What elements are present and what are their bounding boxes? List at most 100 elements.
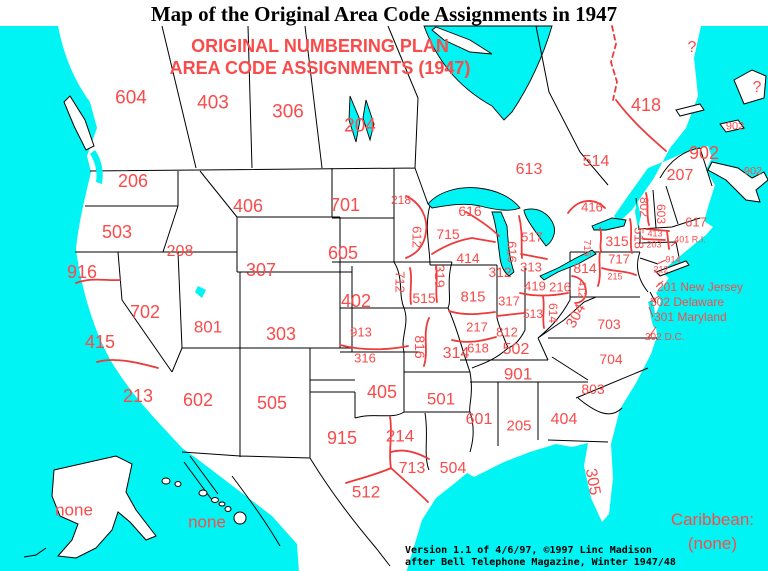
version-credit-line1: Version 1.1 of 4/6/97, ©1997 Linc Madiso… [405, 545, 652, 556]
area-code-label-517: 517 [521, 229, 543, 245]
hawa3ii-islands [161, 477, 247, 525]
area-code-label-616: 616 [458, 203, 482, 219]
area-code-label-317: 317 [498, 293, 520, 309]
great-salt-lake [195, 286, 206, 298]
gulf-of-california [216, 480, 240, 518]
area-code-label-416: 416 [581, 199, 603, 215]
atlantic-gulf-ocean [406, 26, 768, 571]
area-code-label-717: 717 [608, 251, 630, 267]
area-code-label-306: 306 [272, 101, 304, 123]
area-code-label-305: 305 [581, 467, 604, 497]
area-code-label-613: 613 [515, 161, 543, 178]
area-code-label-412: 412 [575, 279, 588, 299]
area-code-label-703: 703 [597, 316, 621, 332]
hudson-bay-island [431, 26, 493, 55]
area-code-label-415: 415 [84, 332, 116, 352]
area-code-label-214: 214 [385, 426, 415, 446]
newfoundland-island [733, 69, 767, 105]
area-code-label-502: 502 [502, 341, 530, 358]
area-code-label-413: 413 [647, 228, 663, 239]
area-code-label-914: 914 [665, 254, 681, 265]
area-code-label-604: 604 [115, 87, 147, 109]
area-code-label-403: 403 [197, 92, 229, 114]
callout-label-202: 202 D.C. [645, 332, 685, 343]
chesapeake-bay [648, 300, 658, 328]
area-code-label-206: 206 [117, 171, 149, 191]
area-code-label-404: 404 [550, 411, 578, 428]
area-code-label-307: 307 [245, 260, 277, 280]
area-code-label-312: 312 [488, 264, 512, 280]
vancouver-island [63, 95, 95, 151]
quebec-labrador-dashed-border [610, 25, 618, 101]
lake-michigan [491, 211, 515, 277]
area-code-label-715: 715 [436, 226, 460, 242]
area-code-label-901: 901 [503, 364, 533, 384]
nova-scotia [707, 161, 768, 203]
aleutian-islands [23, 547, 47, 558]
puget-sound [90, 150, 103, 184]
area-code-boundaries [75, 99, 670, 503]
area-code-label-802: 802 [637, 196, 651, 218]
alaska-shape [51, 455, 157, 559]
area-code-label-701: 701 [329, 195, 361, 215]
area-code-label-313: 313 [520, 259, 542, 275]
lake-ontario [591, 217, 627, 231]
area-code-label-712: 712 [392, 271, 408, 293]
area-code-label-601: 601 [465, 411, 493, 428]
anticosti-island [675, 103, 705, 117]
caribbean-note-line2: (none) [687, 533, 737, 553]
area-code-label-406: 406 [232, 196, 264, 216]
callout-pointer-lines [648, 240, 679, 338]
area-code-label-618: 618 [467, 340, 489, 356]
area-code-label-602: 602 [182, 390, 214, 410]
area-code-label-814: 814 [573, 260, 597, 276]
area-code-label-401: 401 R.I. [674, 234, 706, 245]
area-code-label-204: 204 [344, 115, 376, 137]
lake-erie [539, 249, 597, 281]
province-borders [89, 25, 713, 205]
area-code-label-603: 603 [654, 203, 668, 225]
area-code-label-504: 504 [439, 460, 467, 477]
area-code-label-208: 208 [166, 243, 194, 260]
hudson-bay [423, 25, 553, 121]
area-code-label-704: 704 [599, 351, 623, 367]
area-code-label-913: 913 [350, 324, 372, 340]
area-code-label-205: 205 [506, 417, 532, 435]
callout-label-301: 301 Maryland [654, 310, 727, 324]
area-code-label-518: 518 [631, 227, 647, 249]
no-area-code-label: none [55, 500, 93, 520]
area-code-label-303: 303 [265, 324, 297, 344]
area-code-label-801: 801 [193, 317, 223, 337]
lake-winnipeg [348, 95, 375, 143]
area-code-label-505: 505 [256, 393, 288, 413]
area-code-label-605: 605 [327, 243, 359, 263]
area-code-label-702: 702 [129, 302, 161, 322]
callout-label-201: 201 New Jersey [657, 280, 744, 294]
version-credit-line2: after Bell Telephone Magazine, Winter 19… [405, 556, 676, 568]
lake-champlain [635, 200, 641, 228]
area-code-label-419: 419 [524, 278, 546, 294]
area-code-label-217: 217 [466, 319, 488, 335]
map-subtitle-line2: AREA CODE ASSIGNMENTS (1947) [169, 58, 471, 78]
area-code-label-915: 915 [326, 428, 358, 448]
state-borders-west [75, 168, 405, 567]
area-code-label-215: 215 [607, 271, 623, 282]
area-code-label-616: 616 [504, 241, 520, 263]
area-code-label-203: 203 [646, 239, 662, 250]
area-code-label-212: 212 [653, 264, 669, 275]
unknown-region-label: ? [752, 79, 762, 96]
area-code-label-716: 716 [581, 239, 592, 257]
area-code-label-314: 314 [442, 345, 470, 362]
area-code-label-514: 514 [582, 153, 610, 170]
area-code-label-713: 713 [398, 460, 426, 477]
area-code-label-316: 316 [354, 350, 376, 366]
lake-huron [523, 208, 555, 247]
area-code-label-501: 501 [426, 389, 456, 409]
area-code-label-213: 213 [122, 386, 154, 406]
area-code-label-617: 617 [685, 214, 707, 230]
caribbean-note-line1: Caribbean: [670, 510, 754, 529]
lake-superior [427, 187, 521, 211]
unknown-region-label: ? [687, 39, 697, 56]
